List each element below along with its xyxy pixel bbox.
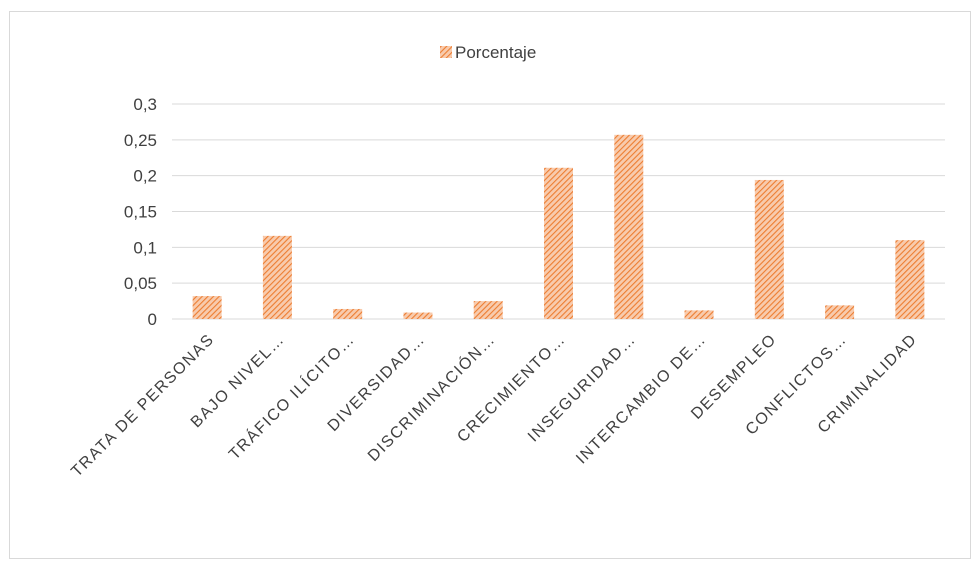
legend: Porcentaje	[440, 43, 536, 62]
x-tick-label: DISCRIMINACIÓN…	[363, 329, 499, 465]
y-tick-label: 0,25	[124, 131, 157, 150]
bar	[895, 240, 925, 319]
bars	[192, 134, 925, 319]
bar	[754, 179, 784, 319]
y-tick-label: 0,2	[133, 167, 157, 186]
x-tick-label: TRÁFICO ILÍCITO…	[225, 329, 359, 463]
bar	[192, 296, 222, 319]
legend-swatch	[440, 46, 452, 58]
y-tick-label: 0,05	[124, 274, 157, 293]
y-tick-label: 0	[148, 310, 157, 329]
bar	[544, 167, 573, 319]
bar	[403, 312, 433, 319]
chart-area	[9, 11, 971, 559]
bar	[825, 305, 855, 319]
legend-label: Porcentaje	[455, 43, 536, 62]
bar	[473, 301, 503, 319]
y-tick-label: 0,3	[133, 95, 157, 114]
x-tick-label: INTERCAMBIO DE…	[573, 331, 710, 468]
y-axis-ticks: 0 0,05 0,1 0,15 0,2 0,25 0,3	[124, 95, 157, 329]
bar	[333, 308, 363, 319]
y-tick-label: 0,1	[133, 238, 157, 257]
bar	[614, 134, 644, 319]
bar	[262, 235, 292, 319]
x-tick-label: TRATA DE PERSONAS	[68, 331, 218, 481]
y-tick-label: 0,15	[124, 203, 157, 222]
bar	[684, 310, 714, 319]
